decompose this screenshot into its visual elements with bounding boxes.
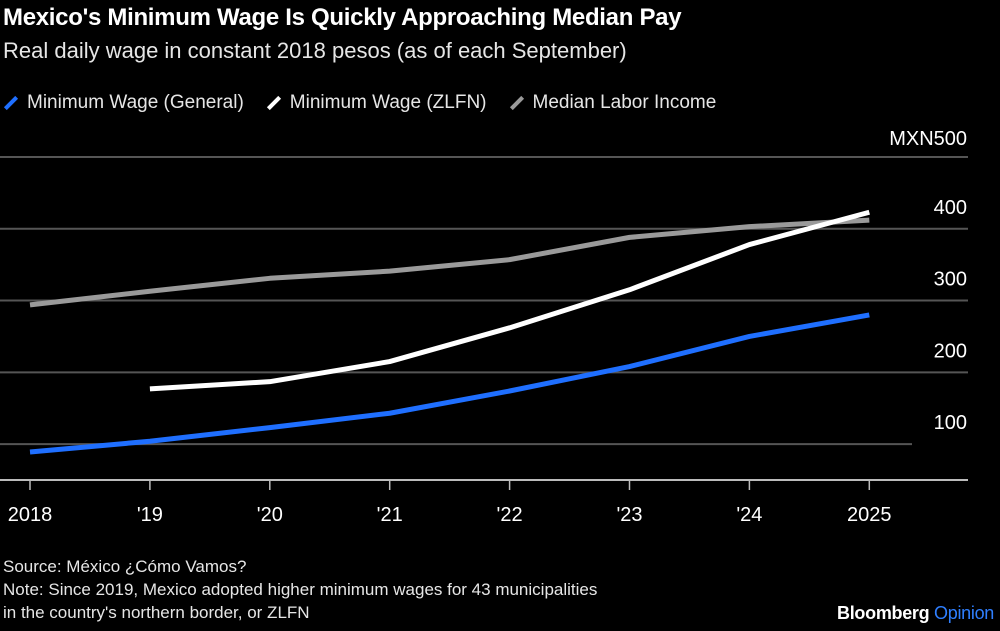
note-text-2: in the country's northern border, or ZLF… (3, 603, 310, 622)
legend-label-median: Median Labor Income (532, 92, 717, 113)
series-line-minimum-wage-general (29, 312, 870, 455)
brand-section: Opinion (934, 603, 994, 623)
brand-name: Bloomberg (837, 603, 930, 623)
legend-item-general: Minimum Wage (General) (3, 92, 244, 114)
note-text-1: Note: Since 2019, Mexico adopted higher … (3, 580, 598, 599)
x-tick-label: 2018 (8, 504, 53, 526)
source-text: Source: México ¿Cómo Vamos? (3, 557, 247, 576)
y-tick-label: 100 (934, 412, 967, 434)
chart-subtitle: Real daily wage in constant 2018 pesos (… (3, 38, 627, 63)
brand-logo: Bloomberg Opinion (837, 603, 994, 624)
legend-item-zlfn: Minimum Wage (ZLFN) (266, 92, 487, 114)
y-tick-label: 400 (934, 197, 967, 219)
footer: Source: México ¿Cómo Vamos? Note: Since … (3, 555, 597, 624)
x-tick-label: '22 (497, 504, 523, 526)
x-tick-label: '19 (137, 504, 163, 526)
y-tick-label: MXN500 (889, 128, 967, 150)
line-chart: 100 200 300 400 MXN500 2018 '19 '20 '21 '22 '23 '24… (0, 128, 968, 526)
x-tick-label: '23 (616, 504, 642, 526)
chart-title: Mexico's Minimum Wage Is Quickly Approac… (3, 4, 682, 31)
x-tick-label: '24 (736, 504, 762, 526)
x-tick-label: '20 (257, 504, 283, 526)
y-tick-label: 200 (934, 340, 967, 362)
legend: Minimum Wage (General) Minimum Wage (ZLF… (3, 92, 716, 114)
x-tick-label: '21 (377, 504, 403, 526)
legend-label-general: Minimum Wage (General) (27, 92, 244, 113)
series-line-minimum-wage-zlfn (149, 209, 870, 392)
series-line-median-labor-income (29, 217, 870, 308)
y-tick-label: 300 (934, 269, 967, 291)
legend-label-zlfn: Minimum Wage (ZLFN) (289, 92, 487, 113)
legend-item-median: Median Labor Income (509, 92, 717, 114)
x-tick-label: 2025 (847, 504, 892, 526)
